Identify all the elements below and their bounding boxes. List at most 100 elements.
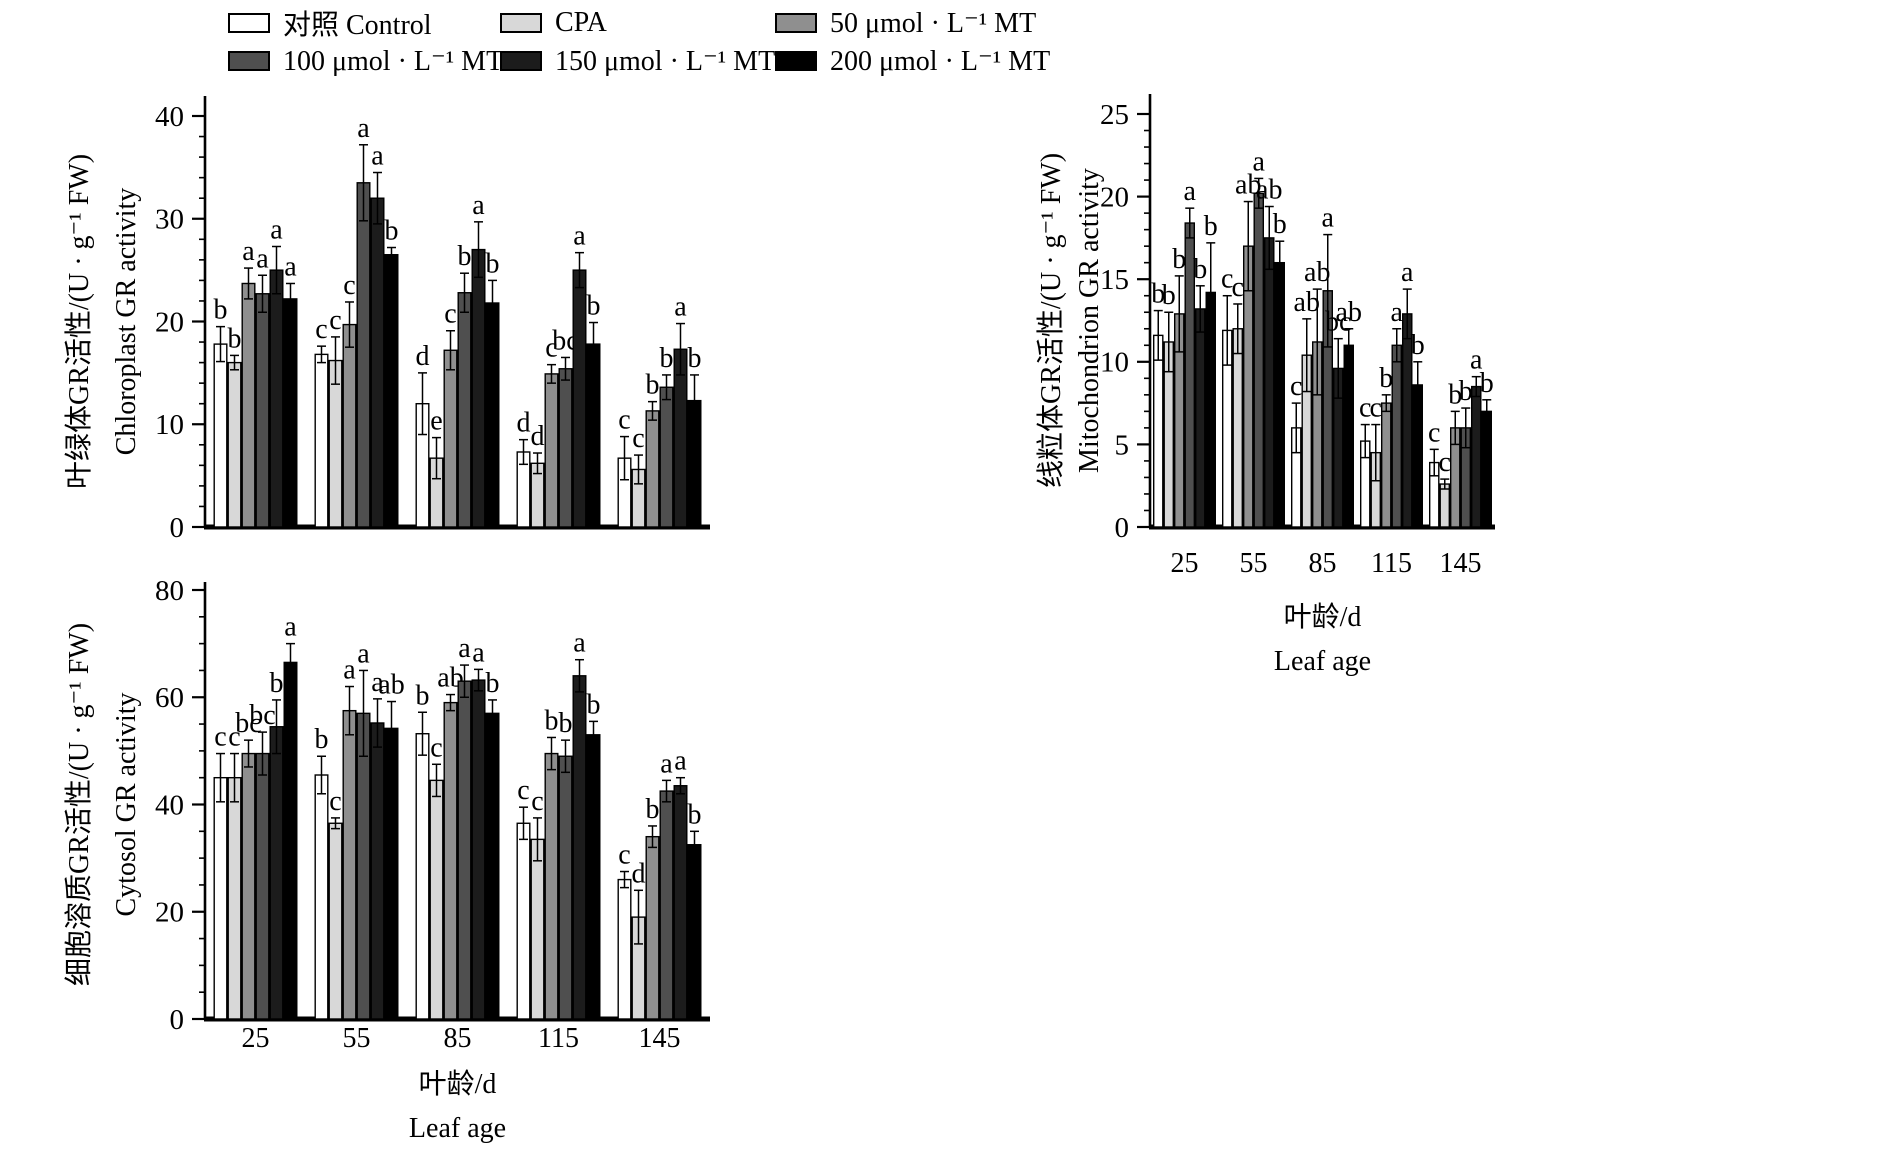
bar-chloroplast-55-s4 — [370, 197, 385, 528]
bar-cytosol-145-s0 — [617, 878, 632, 1020]
sig-letter: b — [315, 724, 329, 755]
bar-cytosol-115-s3 — [558, 755, 573, 1020]
y-tick-label: 0 — [1115, 512, 1130, 544]
sig-letter: c — [214, 722, 226, 753]
y-tick-label: 20 — [155, 306, 184, 338]
y-tick-label: 0 — [170, 1004, 185, 1036]
y-tick-label: 10 — [1100, 347, 1129, 379]
bar-cytosol-85-s5 — [485, 712, 500, 1020]
sig-letter: bc — [235, 708, 261, 739]
sig-letter: b — [646, 370, 660, 401]
sig-letter: b — [559, 708, 573, 739]
sig-letter: c — [1439, 447, 1451, 478]
bar-cytosol-55-s1 — [328, 822, 343, 1020]
sig-letter: c — [444, 299, 456, 330]
sig-letter: a — [674, 746, 687, 777]
sig-letter: b — [1273, 209, 1287, 240]
sig-letter: b — [545, 705, 559, 736]
legend-swatch-mt150 — [500, 51, 542, 71]
sig-letter: ab — [1336, 297, 1362, 328]
bar-chloroplast-55-s3 — [356, 182, 371, 528]
sig-letter: b — [1480, 368, 1494, 399]
sig-letter: a — [371, 667, 384, 698]
bar-cytosol-115-s4 — [572, 675, 587, 1020]
bar-cytosol-25-s1 — [227, 776, 242, 1020]
y-tick-label: 5 — [1115, 429, 1130, 461]
y-tick-label: 25 — [1100, 99, 1129, 131]
sig-letter: b — [228, 323, 242, 354]
x-tick-label: 55 — [1240, 548, 1268, 579]
bar-chloroplast-85-s4 — [471, 248, 486, 528]
bar-chloroplast-55-s2 — [342, 323, 357, 528]
bar-chloroplast-145-s3 — [659, 386, 674, 528]
sig-letter: a — [660, 748, 673, 779]
legend-swatch-mt200 — [775, 51, 817, 71]
bar-cytosol-55-s3 — [356, 712, 371, 1020]
bar-mitochondrion-55-s1 — [1232, 328, 1244, 528]
sig-letter: ab — [1256, 175, 1282, 206]
bar-mitochondrion-145-s5 — [1481, 410, 1493, 528]
bar-mitochondrion-145-s4 — [1471, 385, 1482, 528]
sig-letter: b — [1379, 363, 1393, 394]
sig-letter: a — [573, 221, 586, 252]
y-tick-label: 60 — [155, 682, 184, 714]
sig-letter: a — [472, 637, 485, 668]
bar-cytosol-85-s4 — [471, 679, 486, 1020]
legend-label: 100 μmol · L⁻¹ MT — [283, 46, 504, 77]
sig-letter: c — [228, 722, 240, 753]
bar-chloroplast-85-s2 — [443, 349, 458, 528]
legend-label: 150 μmol · L⁻¹ MT — [555, 46, 776, 77]
legend-swatch-control — [228, 13, 270, 33]
bar-cytosol-85-s0 — [415, 733, 430, 1020]
bar-chloroplast-55-s0 — [314, 353, 329, 528]
bar-cytosol-115-s1 — [530, 838, 545, 1020]
y-tick-label: 10 — [155, 409, 184, 441]
bar-cytosol-115-s2 — [544, 752, 559, 1020]
sig-letter: b — [416, 680, 430, 711]
bar-cytosol-55-s0 — [314, 774, 329, 1020]
sig-letter: c — [545, 333, 557, 364]
bar-mitochondrion-115-s3 — [1391, 344, 1403, 528]
x-tick-label: 25 — [1171, 548, 1199, 579]
x-axis-title-en: Leaf age — [409, 1113, 506, 1144]
sig-letter: d — [517, 408, 531, 439]
bar-mitochondrion-25-s4 — [1194, 308, 1206, 528]
sig-letter: b — [587, 689, 601, 720]
bar-cytosol-85-s3 — [457, 680, 472, 1020]
sig-letter: ab — [378, 670, 404, 701]
bar-chloroplast-25-s4 — [269, 269, 284, 528]
bar-cytosol-145-s5 — [687, 844, 702, 1020]
x-tick-label: 145 — [639, 1023, 681, 1054]
sig-letter: b — [688, 799, 702, 830]
legend-swatch-cpa — [500, 13, 542, 33]
bar-chloroplast-55-s1 — [328, 359, 343, 528]
bar-chloroplast-145-s2 — [645, 410, 660, 528]
mitochondrion-bar-chart: 0510152025bbbabb25ccabaabb55cabababcab85… — [1035, 94, 1495, 677]
legend-swatch-mt50 — [775, 13, 817, 33]
sig-letter: a — [256, 243, 269, 274]
sig-letter: a — [284, 251, 297, 282]
legend-item-mt100: 100 μmol · L⁻¹ MT — [228, 44, 504, 78]
bar-mitochondrion-85-s5 — [1343, 344, 1355, 528]
sig-letter: a — [242, 236, 255, 267]
x-tick-label: 85 — [444, 1023, 472, 1054]
sig-letter: a — [357, 638, 370, 669]
x-axis-title-zh: 叶龄/d — [1284, 601, 1362, 633]
sig-letter: b — [1151, 279, 1165, 310]
sig-letter: a — [472, 190, 485, 221]
sig-letter: a — [357, 113, 370, 144]
sig-letter: ab — [1304, 257, 1330, 288]
bar-mitochondrion-25-s0 — [1152, 334, 1164, 528]
legend-swatch-mt100 — [228, 51, 270, 71]
sig-letter: c — [618, 840, 630, 871]
sig-letter: d — [531, 421, 545, 452]
bar-cytosol-55-s2 — [342, 709, 357, 1020]
sig-letter: b — [1162, 280, 1176, 311]
sig-letter: ab — [1294, 287, 1320, 318]
sig-letter: b — [270, 668, 284, 699]
x-tick-label: 25 — [242, 1023, 270, 1054]
legend-item-cpa: CPA — [500, 7, 775, 39]
bar-chloroplast-85-s3 — [457, 292, 472, 528]
